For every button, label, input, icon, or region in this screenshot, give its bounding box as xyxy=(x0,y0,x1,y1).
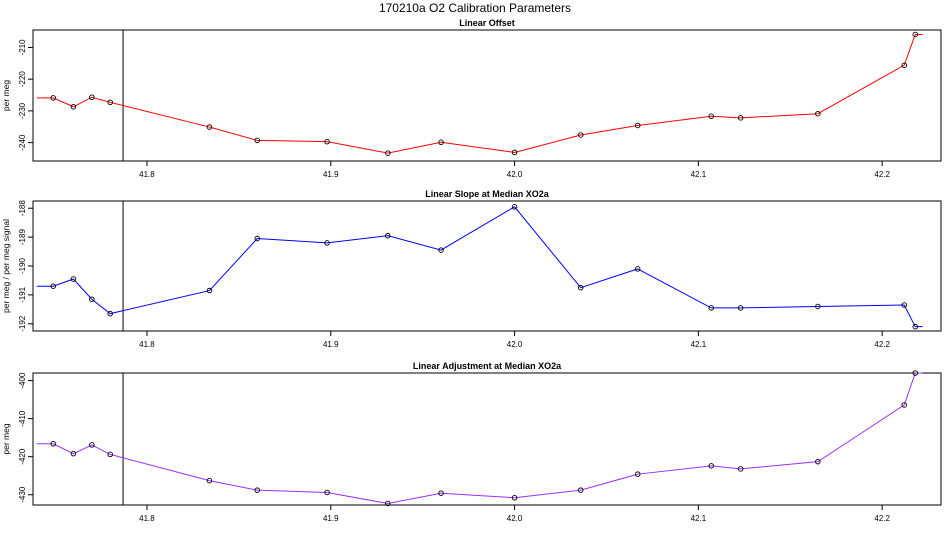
x-tick-label: 41.9 xyxy=(323,340,339,349)
y-tick-label: -240 xyxy=(18,134,27,151)
y-tick-label: -410 xyxy=(18,410,27,427)
y-tick-label: -188 xyxy=(18,200,27,217)
x-tick-label: 42.2 xyxy=(874,514,890,523)
y-tick-label: -191 xyxy=(18,286,27,303)
y-axis-title: per meg / per meg signal xyxy=(1,219,11,313)
y-axis-title: per meg xyxy=(1,423,11,454)
x-tick-label: 41.9 xyxy=(323,170,339,179)
panel-3: Linear Adjustment at Median XO2a 41.8 41.9… xyxy=(1,361,941,523)
plot-frame xyxy=(33,201,941,331)
x-tick-label: 42.0 xyxy=(507,340,523,349)
panel-title: Linear Adjustment at Median XO2a xyxy=(413,361,562,371)
x-tick-label: 41.8 xyxy=(139,170,155,179)
y-tick-label: -192 xyxy=(18,315,27,332)
x-tick-label: 42.0 xyxy=(507,514,523,523)
y-tick-label: -430 xyxy=(18,486,27,503)
y-tick-label: -420 xyxy=(18,448,27,465)
panel-1: Linear Offset 41.8 41.9 42.0 42.1 42.2 -210 -22… xyxy=(1,18,941,179)
series-line xyxy=(37,207,923,327)
y-axis-title: per meg xyxy=(1,80,11,111)
panel-2: Linear Slope at Median XO2a 41.8 41.9 42.0 4… xyxy=(1,189,941,349)
y-tick-label: -220 xyxy=(18,71,27,88)
panels-group: Linear Offset 41.8 41.9 42.0 42.1 42.2 -210 -22… xyxy=(1,18,941,523)
y-tick-label: -230 xyxy=(18,102,27,119)
y-tick-label: -210 xyxy=(18,39,27,56)
panel-title: Linear Slope at Median XO2a xyxy=(425,189,550,199)
series-line xyxy=(37,373,923,503)
y-tick-label: -190 xyxy=(18,257,27,274)
y-tick-label: -189 xyxy=(18,229,27,246)
y-tick-label: -400 xyxy=(18,372,27,389)
x-tick-label: 42.0 xyxy=(507,170,523,179)
x-tick-label: 41.9 xyxy=(323,514,339,523)
plot-frame xyxy=(33,373,941,505)
series-line xyxy=(37,34,923,153)
panel-title: Linear Offset xyxy=(459,18,515,28)
x-tick-label: 41.8 xyxy=(139,340,155,349)
figure-title: 170210a O2 Calibration Parameters xyxy=(379,1,571,15)
x-tick-label: 42.1 xyxy=(691,170,707,179)
x-tick-label: 41.8 xyxy=(139,514,155,523)
x-tick-label: 42.2 xyxy=(874,170,890,179)
plot-frame xyxy=(33,30,941,161)
x-tick-label: 42.2 xyxy=(874,340,890,349)
x-tick-label: 42.1 xyxy=(691,514,707,523)
x-tick-label: 42.1 xyxy=(691,340,707,349)
